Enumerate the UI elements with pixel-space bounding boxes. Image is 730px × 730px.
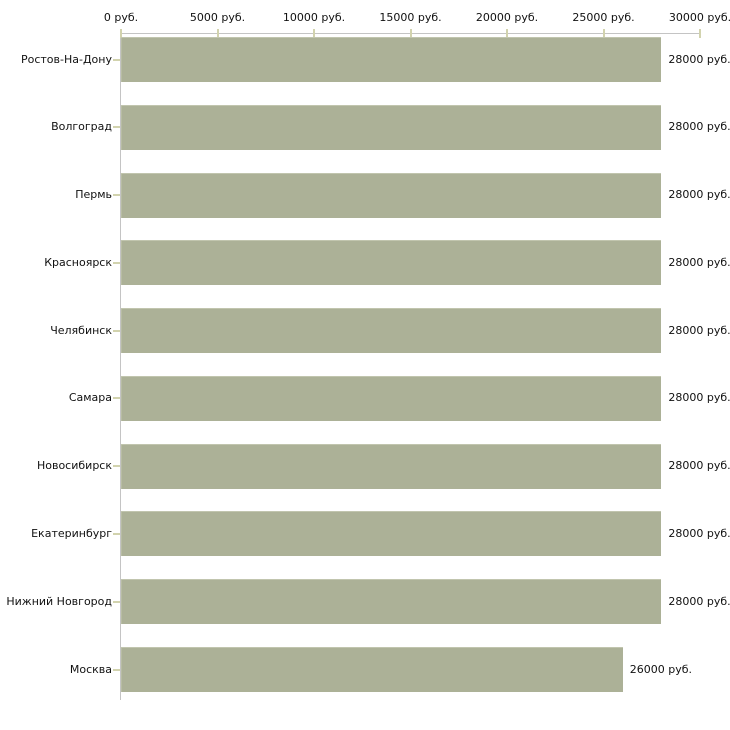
bar [121,375,662,421]
value-label: 28000 руб. [668,255,730,269]
y-axis-tick-mark [113,58,120,61]
x-axis-tick-label: 20000 руб. [475,11,539,24]
value-label: 28000 руб. [668,459,730,473]
category-label: Нижний Новгород [6,594,112,608]
value-label: 28000 руб. [668,526,730,540]
y-axis-tick-mark [113,600,120,603]
bar [121,308,662,354]
x-axis-tick-label: 10000 руб. [282,11,346,24]
x-axis-tick-label: 30000 руб. [668,11,730,24]
x-axis-tick-mark [120,29,122,38]
value-label: 28000 руб. [668,391,730,405]
value-label: 28000 руб. [668,120,730,134]
bar [121,579,662,625]
y-axis-tick-mark [113,465,120,468]
x-axis-tick-mark [216,29,219,38]
category-label: Москва [69,662,112,676]
bar [121,511,662,557]
category-label: Самара [68,391,112,405]
y-axis-tick-mark [113,532,120,535]
bar [121,240,662,286]
category-label: Пермь [75,188,112,202]
x-axis-tick-label: 0 руб. [103,11,139,24]
value-label: 28000 руб. [668,594,730,608]
y-axis-tick-mark [113,126,120,129]
category-label: Волгоград [51,120,112,134]
bar [121,443,662,489]
x-axis-tick-mark [506,29,508,38]
y-axis-tick-mark [113,194,120,197]
bar [121,172,662,218]
x-axis-tick-mark [699,29,701,38]
x-axis-tick-mark [313,29,315,38]
category-label: Екатеринбург [31,526,112,540]
bar [121,104,662,150]
y-axis-tick-mark [113,668,120,671]
value-label: 28000 руб. [668,323,730,337]
y-axis-line [120,33,121,700]
x-axis-tick-label: 15000 руб. [379,11,442,24]
value-label: 28000 руб. [668,188,730,202]
x-axis-tick-label: 25000 руб. [572,11,635,24]
y-axis-tick-mark [113,397,120,400]
category-label: Красноярск [44,255,112,269]
category-label: Новосибирск [36,459,112,473]
x-axis-tick-mark [409,29,412,38]
x-axis-tick-label: 5000 руб. [189,11,246,24]
bar [121,647,623,693]
category-label: Челябинск [50,323,112,337]
category-label: Ростов-На-Дону [20,52,112,66]
y-axis-tick-mark [113,329,120,332]
bar [121,37,662,82]
value-label: 28000 руб. [668,52,730,66]
y-axis-tick-mark [113,261,120,264]
value-label: 26000 руб. [629,662,693,676]
x-axis-tick-mark [602,29,605,38]
